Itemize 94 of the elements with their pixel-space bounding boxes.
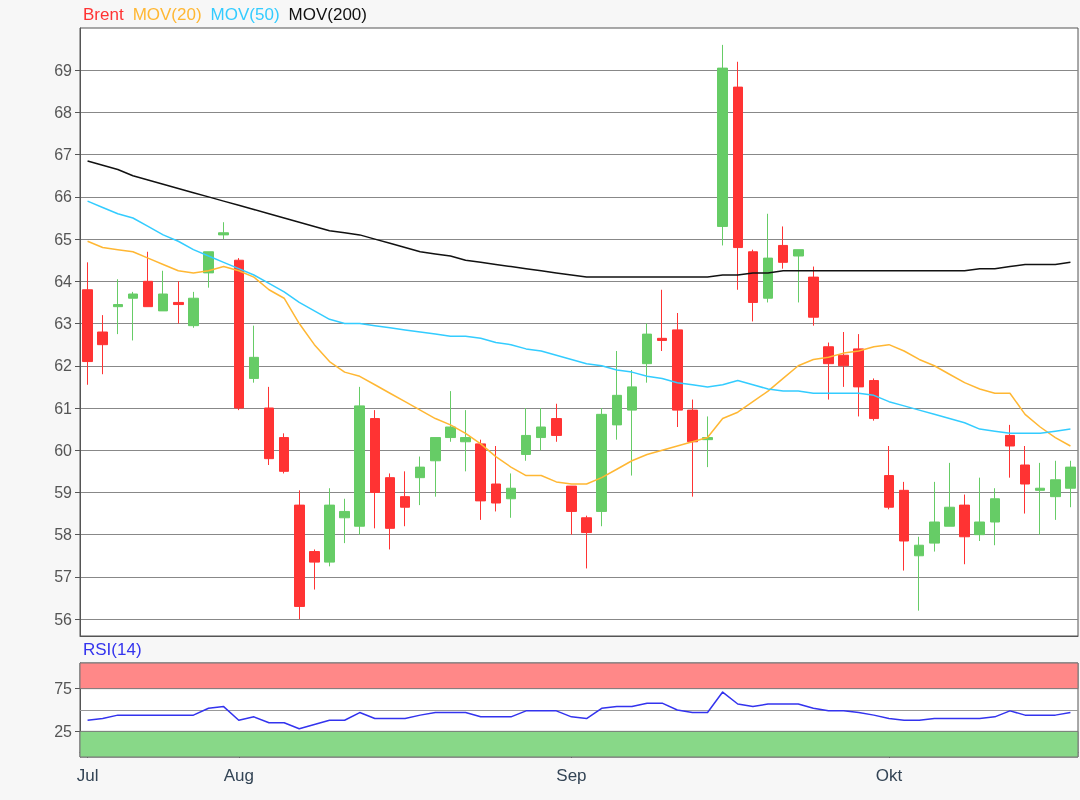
- y-tick-label: 59: [54, 483, 73, 501]
- line-series: [86, 160, 1072, 278]
- candlestick: [506, 472, 516, 519]
- candlestick: [385, 472, 395, 550]
- y-tick-label: 57: [54, 568, 73, 586]
- candlestick: [959, 494, 970, 565]
- candlestick: [581, 515, 592, 569]
- x-tick-label: Jul: [76, 766, 99, 785]
- candlestick: [884, 445, 894, 510]
- y-tick-label: 66: [54, 188, 73, 206]
- candlestick: [82, 261, 93, 386]
- candlestick: [128, 291, 138, 341]
- candlestick: [294, 489, 305, 620]
- candlestick: [113, 278, 123, 335]
- candlestick: [415, 456, 425, 506]
- y-tick-label: 61: [54, 399, 73, 417]
- candlestick: [899, 481, 909, 572]
- y-tick-label: 68: [54, 103, 73, 121]
- y-tick-label: 67: [54, 146, 73, 164]
- text: MOV(20): [132, 5, 202, 24]
- candlestick: [566, 485, 577, 536]
- candlestick: [1050, 460, 1061, 521]
- candlestick: [491, 445, 501, 512]
- candlestick: [173, 280, 184, 325]
- x-tick-label: Aug: [223, 766, 254, 785]
- y-tick-label: 75: [54, 680, 73, 698]
- line-series: [86, 691, 1072, 730]
- candlestick: [324, 487, 335, 567]
- candlestick: [853, 333, 864, 417]
- candlestick: [1065, 460, 1076, 508]
- candlestick: [430, 437, 441, 498]
- line-series: [86, 240, 1072, 485]
- candlestick: [838, 331, 849, 388]
- candlestick: [234, 257, 244, 411]
- candlestick: [536, 407, 546, 451]
- candlestick: [460, 409, 471, 472]
- candlestick: [823, 342, 834, 401]
- candlestick: [97, 314, 108, 375]
- candlestick: [309, 548, 320, 591]
- candlestick: [143, 251, 153, 308]
- x-tick-label: Okt: [875, 766, 903, 785]
- candlestick: [354, 386, 365, 536]
- y-tick-label: 69: [54, 61, 73, 79]
- candlestick: [687, 399, 698, 498]
- candlestick: [974, 477, 985, 542]
- candlestick: [808, 266, 819, 327]
- candlestick: [158, 270, 168, 312]
- y-tick-label: 25: [54, 722, 73, 740]
- y-tick-label: 58: [54, 526, 73, 544]
- y-tick-label: 62: [54, 357, 73, 375]
- y-tick-label: 63: [54, 315, 73, 333]
- candlestick: [521, 407, 531, 462]
- candlestick: [1005, 424, 1015, 479]
- x-tick-label: Sep: [556, 766, 587, 785]
- candlestick: [733, 61, 743, 291]
- candlestick: [370, 409, 380, 529]
- candlestick: [188, 291, 199, 329]
- candlestick: [475, 439, 486, 521]
- candlestick: [400, 470, 410, 527]
- candlestick: [944, 462, 955, 527]
- y-tick-label: 65: [54, 230, 73, 248]
- candlestick: [748, 249, 758, 322]
- candlestick: [1035, 462, 1045, 536]
- candlestick: [763, 213, 773, 303]
- candlestick: [264, 386, 274, 466]
- text: RSI(14): [83, 640, 142, 659]
- candlestick: [551, 403, 562, 443]
- candlestick: [1020, 445, 1030, 515]
- y-tick-label: 56: [54, 610, 73, 628]
- line-series: [86, 200, 1072, 435]
- candlestick: [717, 44, 728, 246]
- text: MOV(200): [288, 5, 367, 24]
- candlestick: [596, 407, 607, 527]
- candlestick: [612, 350, 622, 441]
- y-tick-label: 64: [54, 272, 73, 290]
- candlestick: [249, 325, 259, 384]
- candlestick: [445, 390, 456, 443]
- candlestick: [657, 289, 667, 352]
- candlestick: [990, 487, 1000, 546]
- candlestick: [627, 369, 637, 477]
- candlestick: [702, 415, 713, 468]
- candlestick: [869, 377, 879, 422]
- candlestick: [218, 221, 229, 240]
- y-tick-label: 60: [54, 441, 73, 459]
- text: Brent: [83, 5, 124, 24]
- candlestick: [339, 498, 350, 544]
- text: MOV(50): [210, 5, 280, 24]
- candlestick: [778, 225, 788, 270]
- candlestick: [914, 536, 924, 612]
- candlestick: [793, 249, 804, 303]
- candlestick: [929, 481, 940, 553]
- candlestick: [642, 323, 652, 384]
- candlestick: [279, 432, 289, 474]
- candlestick: [672, 312, 683, 428]
